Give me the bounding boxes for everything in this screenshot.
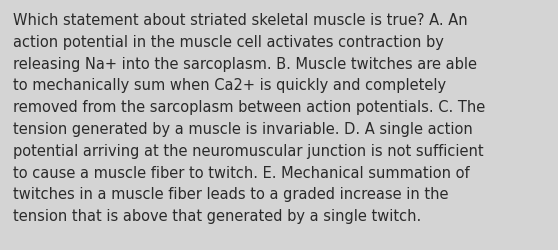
Text: potential arriving at the neuromuscular junction is not sufficient: potential arriving at the neuromuscular … — [13, 143, 484, 158]
Text: tension generated by a muscle is invariable. D. A single action: tension generated by a muscle is invaria… — [13, 122, 473, 136]
Text: to mechanically sum when Ca2+ is quickly and completely: to mechanically sum when Ca2+ is quickly… — [13, 78, 446, 93]
Text: Which statement about striated skeletal muscle is true? A. An: Which statement about striated skeletal … — [13, 13, 468, 28]
Text: removed from the sarcoplasm between action potentials. C. The: removed from the sarcoplasm between acti… — [13, 100, 485, 115]
Text: to cause a muscle fiber to twitch. E. Mechanical summation of: to cause a muscle fiber to twitch. E. Me… — [13, 165, 470, 180]
Text: twitches in a muscle fiber leads to a graded increase in the: twitches in a muscle fiber leads to a gr… — [13, 187, 449, 202]
Text: action potential in the muscle cell activates contraction by: action potential in the muscle cell acti… — [13, 35, 444, 50]
Text: releasing Na+ into the sarcoplasm. B. Muscle twitches are able: releasing Na+ into the sarcoplasm. B. Mu… — [13, 56, 477, 71]
Text: tension that is above that generated by a single twitch.: tension that is above that generated by … — [13, 208, 421, 223]
